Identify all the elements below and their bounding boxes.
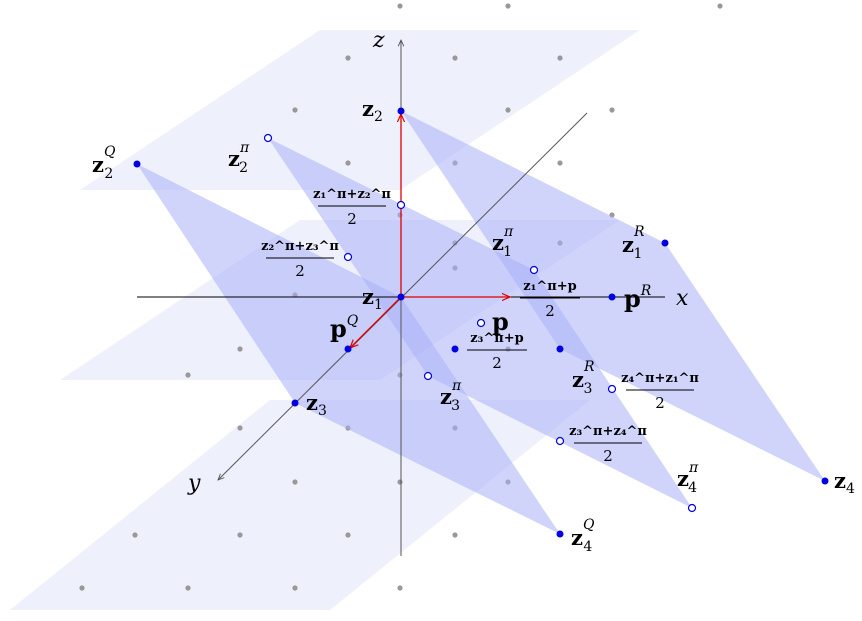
- point-labels: z1 z2 z3 z4 p pQ pR zQ 2 zQ 4 zR 1 zR 3 zπ 1 …: [92, 96, 855, 555]
- svg-text:z₂^π+z₃^π: z₂^π+z₃^π: [261, 239, 339, 254]
- filled-points: [133, 107, 829, 538]
- point-z3: [291, 399, 299, 407]
- point-z1: [397, 293, 405, 301]
- label-z4Q: zQ 4: [571, 517, 595, 555]
- point-z4: [821, 477, 829, 485]
- label-z1: z1: [362, 284, 383, 313]
- svg-text:2: 2: [295, 262, 305, 280]
- fraction-m34: z₃^π+z₄^π 2: [569, 424, 647, 465]
- point-z3R: [556, 345, 564, 353]
- svg-text:2: 2: [347, 210, 357, 228]
- point-z4Q: [556, 530, 564, 538]
- point-m34: [555, 436, 565, 446]
- axis-label-x: x: [676, 286, 689, 311]
- point-m41: [607, 384, 617, 394]
- point-m3p: [451, 345, 459, 353]
- point-z2: [397, 107, 405, 115]
- fraction-m3p: z₃^π+p 2: [467, 331, 527, 372]
- svg-text:2: 2: [545, 302, 555, 320]
- label-z3: z3: [306, 390, 327, 419]
- label-z4pi: zπ 4: [677, 460, 699, 496]
- label-z2Q: zQ 2: [92, 144, 116, 182]
- svg-text:2: 2: [603, 447, 613, 465]
- open-points: [263, 133, 697, 513]
- grid-plane-top: [80, 30, 640, 190]
- point-z1R: [661, 239, 669, 247]
- fraction-m23: z₂^π+z₃^π 2: [261, 239, 339, 280]
- point-m23: [343, 252, 353, 262]
- label-z2pi: zπ 2: [228, 140, 250, 176]
- label-pQ: pQ: [330, 313, 359, 343]
- point-z3pi: [423, 371, 433, 381]
- point-z1pi: [529, 265, 539, 275]
- fraction-m12: z₁^π+z₂^π 2: [313, 187, 391, 228]
- label-z1R: zR 1: [622, 224, 645, 262]
- svg-text:z₁^π+z₂^π: z₁^π+z₂^π: [313, 187, 391, 202]
- svg-text:z₁^π+p: z₁^π+p: [523, 279, 576, 294]
- midpoint-fractions: z₁^π+z₂^π 2 z₂^π+z₃^π 2 z₁^π+p 2 z₃^π+p …: [261, 187, 699, 465]
- svg-text:z₃^π+p: z₃^π+p: [470, 331, 523, 346]
- point-z4pi: [687, 503, 697, 513]
- label-z4: z4: [834, 468, 855, 497]
- point-p: [476, 318, 486, 328]
- label-z3R: zR 3: [572, 359, 595, 397]
- label-p: p: [492, 307, 509, 336]
- point-pQ: [344, 345, 352, 353]
- svg-text:2: 2: [655, 394, 665, 412]
- point-pR: [608, 293, 616, 301]
- point-z2Q: [133, 160, 141, 168]
- label-z1pi: zπ 1: [492, 224, 514, 260]
- fraction-m1p: z₁^π+p 2: [520, 279, 580, 320]
- svg-text:z₃^π+z₄^π: z₃^π+z₄^π: [569, 424, 647, 439]
- svg-text:z₄^π+z₁^π: z₄^π+z₁^π: [621, 371, 699, 386]
- label-z2: z2: [362, 96, 383, 125]
- label-z3pi: zπ 3: [440, 378, 462, 414]
- point-z2pi: [263, 133, 273, 143]
- fraction-m41: z₄^π+z₁^π 2: [621, 371, 699, 412]
- vector-to-pQ: [350, 296, 402, 348]
- svg-text:2: 2: [492, 354, 502, 372]
- axis-label-z: z: [372, 28, 385, 53]
- label-pR: pR: [624, 283, 652, 313]
- axis-label-y: y: [187, 471, 201, 496]
- point-m12: [396, 200, 406, 210]
